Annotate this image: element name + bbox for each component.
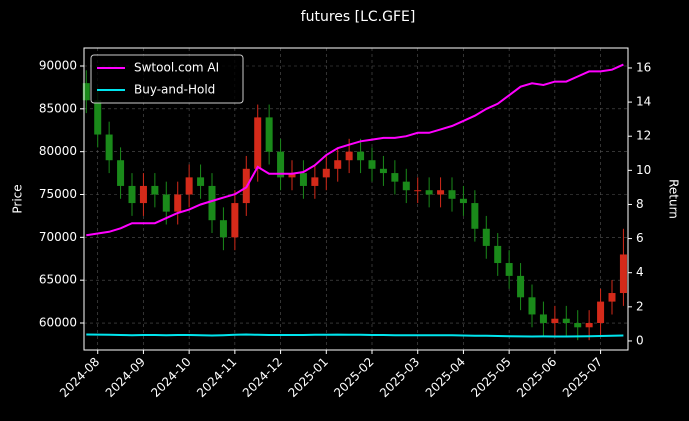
y-tick-label: 80000 — [39, 144, 77, 158]
candle-body — [391, 173, 399, 182]
candle-body — [551, 318, 559, 324]
candle-body — [608, 293, 616, 302]
candle-body — [517, 275, 525, 298]
candle-body — [299, 173, 307, 186]
y2-tick-label: 4 — [636, 265, 644, 279]
candle-body — [539, 314, 547, 324]
candle-body — [128, 185, 136, 204]
legend-label: Buy-and-Hold — [134, 83, 215, 97]
candle-body — [265, 117, 273, 152]
candle-body — [619, 254, 627, 294]
candle-body — [459, 198, 467, 204]
candle-body — [482, 228, 490, 246]
y2-tick-label: 12 — [636, 129, 651, 143]
y2-tick-label: 10 — [636, 163, 651, 177]
return-line — [86, 333, 624, 338]
candle-body — [231, 203, 239, 238]
candle-body — [208, 185, 216, 221]
legend-box — [90, 54, 244, 104]
plot-frame — [83, 47, 629, 351]
candle-body — [162, 194, 170, 212]
candle-body — [254, 117, 262, 169]
legend-label: Swtool.com AI — [134, 61, 219, 75]
candle-body — [94, 100, 102, 135]
candle-body — [139, 185, 147, 204]
y-tick-label: 60000 — [39, 316, 77, 330]
candle-body — [585, 323, 593, 328]
candle-body — [334, 160, 342, 169]
candle-body — [597, 301, 605, 324]
y2-tick-label: 6 — [636, 231, 644, 245]
candle-body — [448, 190, 456, 199]
y-tick-label: 85000 — [39, 101, 77, 115]
y-tick-label: 65000 — [39, 273, 77, 287]
candle-body — [277, 151, 285, 178]
candle-body — [322, 168, 330, 178]
y-tick-label: 90000 — [39, 58, 77, 72]
candle-body — [345, 151, 353, 161]
y2-tick-label: 8 — [636, 197, 644, 211]
candle-body — [185, 177, 193, 195]
legend: Swtool.com AI Buy-and-Hold — [90, 54, 244, 104]
candle-body — [494, 245, 502, 264]
candle-body — [311, 177, 319, 186]
y-axis-label: Price — [11, 184, 25, 213]
candle-body — [425, 190, 433, 195]
candle-body — [402, 181, 410, 191]
candle-body — [82, 83, 90, 101]
candle-body — [357, 151, 365, 161]
y2-tick-label: 2 — [636, 299, 644, 313]
candle-body — [219, 220, 227, 238]
return-line — [86, 63, 624, 237]
candle-body — [574, 323, 582, 328]
candle-body — [528, 297, 536, 315]
y2-axis-label: Return — [667, 179, 681, 219]
candle-body — [471, 203, 479, 229]
y-tick-label: 70000 — [39, 230, 77, 244]
candle-body — [105, 134, 113, 161]
y2-tick-label: 0 — [636, 333, 644, 347]
y2-tick-label: 14 — [636, 95, 651, 109]
y2-tick-label: 16 — [636, 60, 651, 74]
candle-body — [368, 160, 376, 169]
chart-title: futures [LC.GFE] — [301, 9, 416, 25]
candle-body — [288, 173, 296, 178]
candle-body — [414, 190, 422, 192]
candle-body — [379, 168, 387, 174]
candle-body — [117, 160, 125, 186]
candle-body — [197, 177, 205, 186]
candle-body — [437, 190, 445, 195]
y-tick-label: 75000 — [39, 187, 77, 201]
candle-body — [174, 194, 182, 212]
candle-body — [562, 318, 570, 324]
candle-body — [505, 263, 513, 276]
candle-body — [151, 185, 159, 195]
